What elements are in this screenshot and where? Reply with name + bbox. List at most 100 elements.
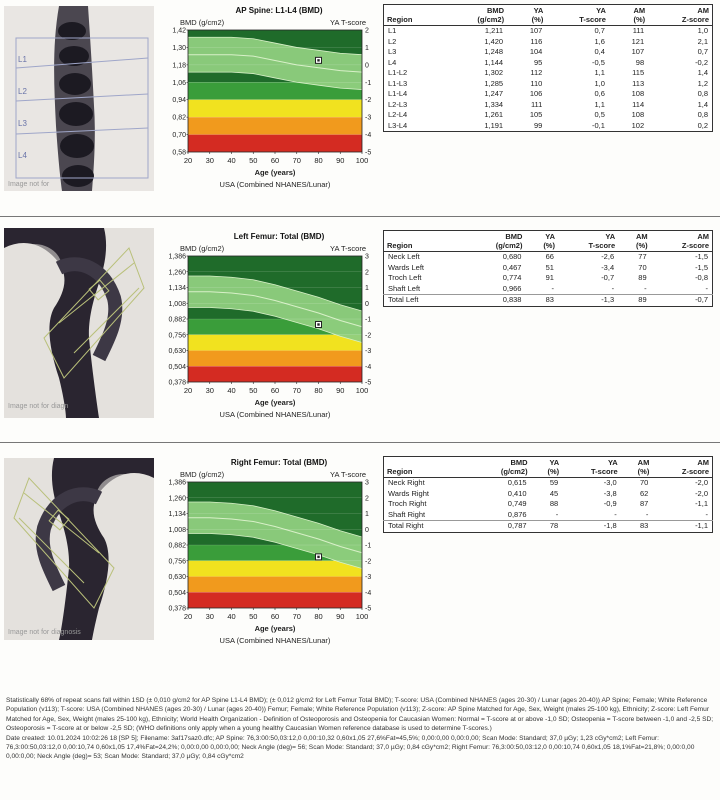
value-cell: 1,4 (697, 99, 708, 109)
section-divider (0, 442, 720, 443)
right-femur-chart: Right Femur: Total (BMD) BMD (g/cm2) YA T-… (158, 454, 380, 654)
risk-band (188, 117, 362, 135)
value-cell: -1,5 (695, 252, 708, 261)
spine-chart: AP Spine: L1-L4 (BMD) BMD (g/cm2) YA T-sco… (158, 2, 380, 198)
value-cell: -1,8 (562, 520, 621, 532)
column-header: YA T-score (546, 4, 609, 26)
t-score-tick-label: 1 (365, 285, 369, 292)
value-cell: 70 (638, 262, 647, 272)
left-femur-scan-image: Image not for diagn (4, 228, 154, 418)
value-cell: -0,5 (591, 57, 605, 67)
column-header: BMD (g/cm2) (465, 230, 526, 252)
value-cell: -1,1 (695, 499, 708, 508)
t-score-tick-label: -4 (365, 364, 371, 371)
region-cell: L2 (388, 36, 397, 46)
value-cell: 1,420 (484, 36, 504, 46)
section-divider (0, 216, 720, 217)
t-score-tick-label: -3 (365, 574, 371, 581)
value-cell: 111 (530, 99, 543, 109)
t-score-tick-label: 0 (365, 301, 369, 308)
value-cell: 51 (545, 262, 554, 272)
y-tick-label: 1,260 (168, 269, 186, 276)
x-axis-label: Age (years) (255, 624, 296, 633)
x-tick-label: 40 (227, 156, 235, 165)
column-header: AM Z-score (652, 456, 713, 478)
value-cell: 1,261 (484, 110, 504, 119)
value-cell: 0,876 (507, 509, 527, 519)
value-cell: 1,211 (484, 26, 504, 35)
value-cell: 0,680 (502, 252, 522, 261)
y-axis-label: BMD (g/cm2) (180, 470, 225, 479)
value-cell: -2,0 (695, 478, 708, 487)
y-tick-label: 1,42 (172, 28, 186, 35)
table-row: L3 1,248 104 0,4 107 0,7 (384, 47, 713, 58)
column-header: AM (%) (608, 4, 649, 26)
region-cell: Troch Left (388, 273, 422, 282)
value-cell: 105 (529, 110, 543, 119)
table-row: L1-L2 1,302 112 1,1 115 1,4 (384, 68, 713, 79)
bmd-chart-svg: Right Femur: Total (BMD) BMD (g/cm2) YA T-… (168, 458, 371, 645)
value-cell: 102 (631, 120, 645, 130)
t-score-tick-label: 0 (365, 527, 369, 534)
table-row: Shaft Right 0,876 - - - - (384, 510, 713, 521)
value-cell: - (705, 283, 709, 293)
table-row: Wards Right 0,410 45 -3,8 62 -2,0 (384, 489, 713, 500)
risk-band (188, 134, 362, 152)
value-cell: -0,7 (650, 294, 713, 306)
t-score-tick-label: -5 (365, 380, 371, 387)
value-cell: 0,5 (594, 110, 605, 119)
spine-label-l3: L3 (18, 119, 27, 128)
column-header: AM Z-score (648, 4, 713, 26)
t-score-tick-label: -2 (365, 97, 371, 104)
value-cell: 88 (549, 499, 559, 508)
value-cell: 1,0 (697, 26, 708, 35)
table-row: Neck Right 0,615 59 -3,0 70 -2,0 (384, 478, 713, 489)
value-cell: -2,6 (601, 252, 615, 261)
y2-axis-label: YA T-score (330, 18, 366, 27)
table-row: Troch Right 0,749 88 -0,9 87 -1,1 (384, 499, 713, 510)
t-score-tick-label: 3 (365, 254, 369, 261)
value-cell: -3,0 (603, 478, 617, 487)
value-cell: 45 (549, 488, 559, 498)
left-femur-chart: Left Femur: Total (BMD) BMD (g/cm2) YA T-s… (158, 228, 380, 428)
table-row: L1-L3 1,285 110 1,0 113 1,2 (384, 79, 713, 90)
y-tick-label: 1,134 (168, 285, 186, 292)
region-cell: L1-L3 (388, 78, 408, 88)
column-header: YA T-score (557, 230, 619, 252)
region-cell: Troch Right (388, 499, 427, 508)
x-tick-label: 100 (356, 612, 369, 621)
value-cell: 121 (631, 36, 645, 46)
table-row: Neck Left 0,680 66 -2,6 77 -1,5 (384, 252, 713, 263)
value-cell: 1,4 (697, 68, 708, 77)
x-tick-label: 40 (227, 612, 235, 621)
t-score-tick-label: -4 (365, 132, 371, 139)
spine-section: L1 L2 L3 L4 Image not for AP Spine: L1-L… (0, 0, 720, 205)
column-header: AM Z-score (650, 230, 713, 252)
x-tick-label: 20 (184, 612, 192, 621)
value-cell: 66 (545, 252, 554, 261)
region-cell: Shaft Left (388, 283, 421, 293)
value-cell: 0,4 (594, 47, 605, 56)
y-tick-label: 0,94 (172, 97, 186, 104)
footer-statistics-text: Statistically 68% of repeat scans fall w… (6, 697, 714, 733)
value-cell: 2,1 (697, 36, 708, 46)
region-cell: L1-L2 (388, 68, 408, 77)
column-header: YA T-score (562, 456, 621, 478)
t-score-tick-label: -4 (365, 590, 371, 597)
reference-database-label: USA (Combined NHANES/Lunar) (220, 410, 331, 419)
value-cell: 0,615 (507, 478, 527, 487)
value-cell: 0,2 (697, 120, 708, 130)
value-cell: 83 (620, 520, 653, 532)
column-header: Region (383, 230, 466, 252)
reference-mean-line (188, 54, 363, 73)
x-tick-label: 90 (336, 612, 344, 621)
x-axis-label: Age (years) (255, 398, 296, 407)
right-femur-section: Image not for diagnosis Right Femur: Tot… (0, 448, 720, 648)
column-header: YA (%) (530, 456, 563, 478)
value-cell: -0,8 (695, 273, 708, 282)
y2-axis-label: YA T-score (330, 470, 366, 479)
table-row: Shaft Left 0,966 - - - - (384, 284, 713, 295)
right-femur-results-table: Region BMD (g/cm2) YA (%) YA T-score AM (%) AM Z-s… (383, 456, 713, 533)
value-cell: 78 (530, 520, 563, 532)
value-cell: 0,749 (507, 499, 527, 508)
